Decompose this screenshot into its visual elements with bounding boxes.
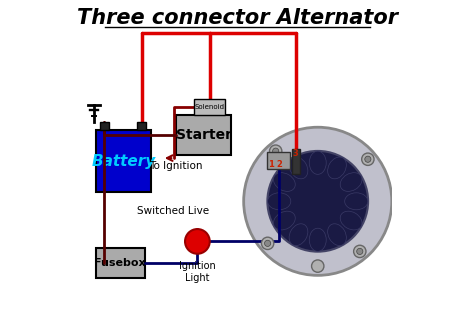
FancyBboxPatch shape bbox=[95, 248, 145, 278]
Ellipse shape bbox=[328, 224, 346, 246]
Ellipse shape bbox=[340, 173, 362, 191]
Ellipse shape bbox=[289, 224, 308, 246]
Circle shape bbox=[312, 260, 324, 272]
Ellipse shape bbox=[274, 211, 295, 230]
Circle shape bbox=[273, 148, 279, 154]
FancyBboxPatch shape bbox=[176, 115, 231, 155]
Text: Fusebox: Fusebox bbox=[95, 258, 146, 268]
Circle shape bbox=[357, 248, 363, 255]
Circle shape bbox=[353, 245, 366, 258]
FancyBboxPatch shape bbox=[292, 149, 300, 174]
Text: To Ignition: To Ignition bbox=[150, 161, 203, 171]
Text: Solenoid: Solenoid bbox=[195, 104, 225, 110]
Text: Switched Live: Switched Live bbox=[137, 206, 209, 215]
Text: Battery: Battery bbox=[91, 154, 155, 169]
Ellipse shape bbox=[309, 151, 326, 174]
Circle shape bbox=[269, 145, 282, 157]
Ellipse shape bbox=[289, 157, 308, 179]
Ellipse shape bbox=[309, 228, 326, 251]
Ellipse shape bbox=[328, 157, 346, 179]
Circle shape bbox=[361, 153, 374, 166]
FancyBboxPatch shape bbox=[137, 122, 146, 130]
Ellipse shape bbox=[340, 211, 362, 230]
Ellipse shape bbox=[267, 193, 291, 210]
Circle shape bbox=[185, 229, 210, 254]
Circle shape bbox=[267, 151, 368, 252]
Ellipse shape bbox=[345, 193, 368, 210]
FancyBboxPatch shape bbox=[267, 152, 290, 169]
Circle shape bbox=[365, 156, 371, 162]
FancyBboxPatch shape bbox=[100, 122, 109, 130]
Text: 3: 3 bbox=[293, 149, 299, 158]
Circle shape bbox=[265, 240, 271, 246]
Text: 2: 2 bbox=[276, 160, 282, 169]
Text: 1: 1 bbox=[267, 160, 274, 169]
Ellipse shape bbox=[274, 173, 295, 191]
FancyBboxPatch shape bbox=[194, 100, 225, 115]
Circle shape bbox=[261, 237, 274, 250]
Text: Starter: Starter bbox=[176, 128, 231, 142]
Text: Ignition
Light: Ignition Light bbox=[179, 261, 216, 283]
Text: Three connector Alternator: Three connector Alternator bbox=[77, 8, 398, 28]
Circle shape bbox=[244, 127, 392, 275]
FancyBboxPatch shape bbox=[95, 130, 151, 192]
